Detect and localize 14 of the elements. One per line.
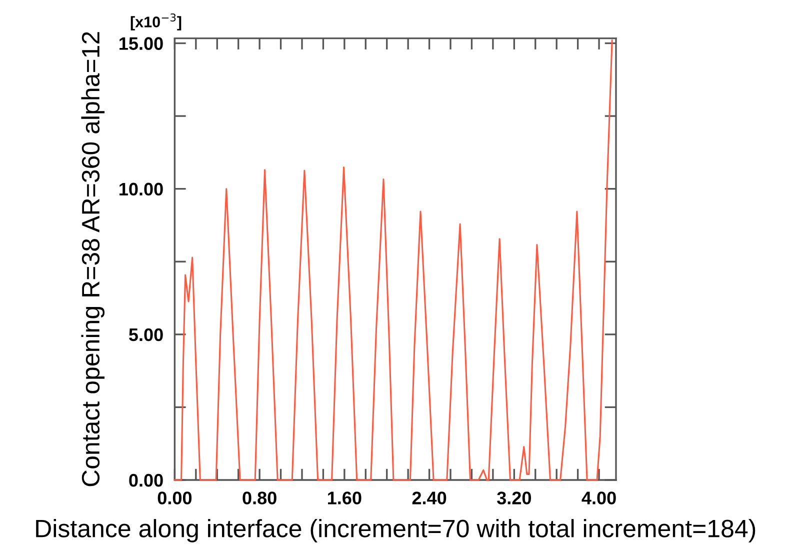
x-axis-title: Distance along interface (increment=70 with total increment=184) bbox=[36, 519, 756, 542]
x-tick-label: 3.20 bbox=[497, 492, 531, 504]
text: [x10$^{−3}$] bbox=[130, 13, 182, 30]
x-tick-label: 0.80 bbox=[242, 492, 276, 504]
x-tick-label: 4.00 bbox=[582, 492, 616, 504]
y-tick-label: 15.00 bbox=[120, 37, 163, 50]
x-tick-label: 2.40 bbox=[412, 492, 446, 504]
line-series bbox=[174, 40, 613, 481]
y-tick-label: 10.00 bbox=[120, 182, 163, 196]
x-tick-label: 1.60 bbox=[328, 492, 362, 504]
y-axis-title: Contact opening R=38 AR=360 alpha=12 bbox=[81, 32, 105, 486]
y-tick-label: 5.00 bbox=[129, 328, 163, 342]
x-tick-label: 0.00 bbox=[158, 492, 192, 504]
y-tick-label: 0.00 bbox=[129, 474, 163, 487]
